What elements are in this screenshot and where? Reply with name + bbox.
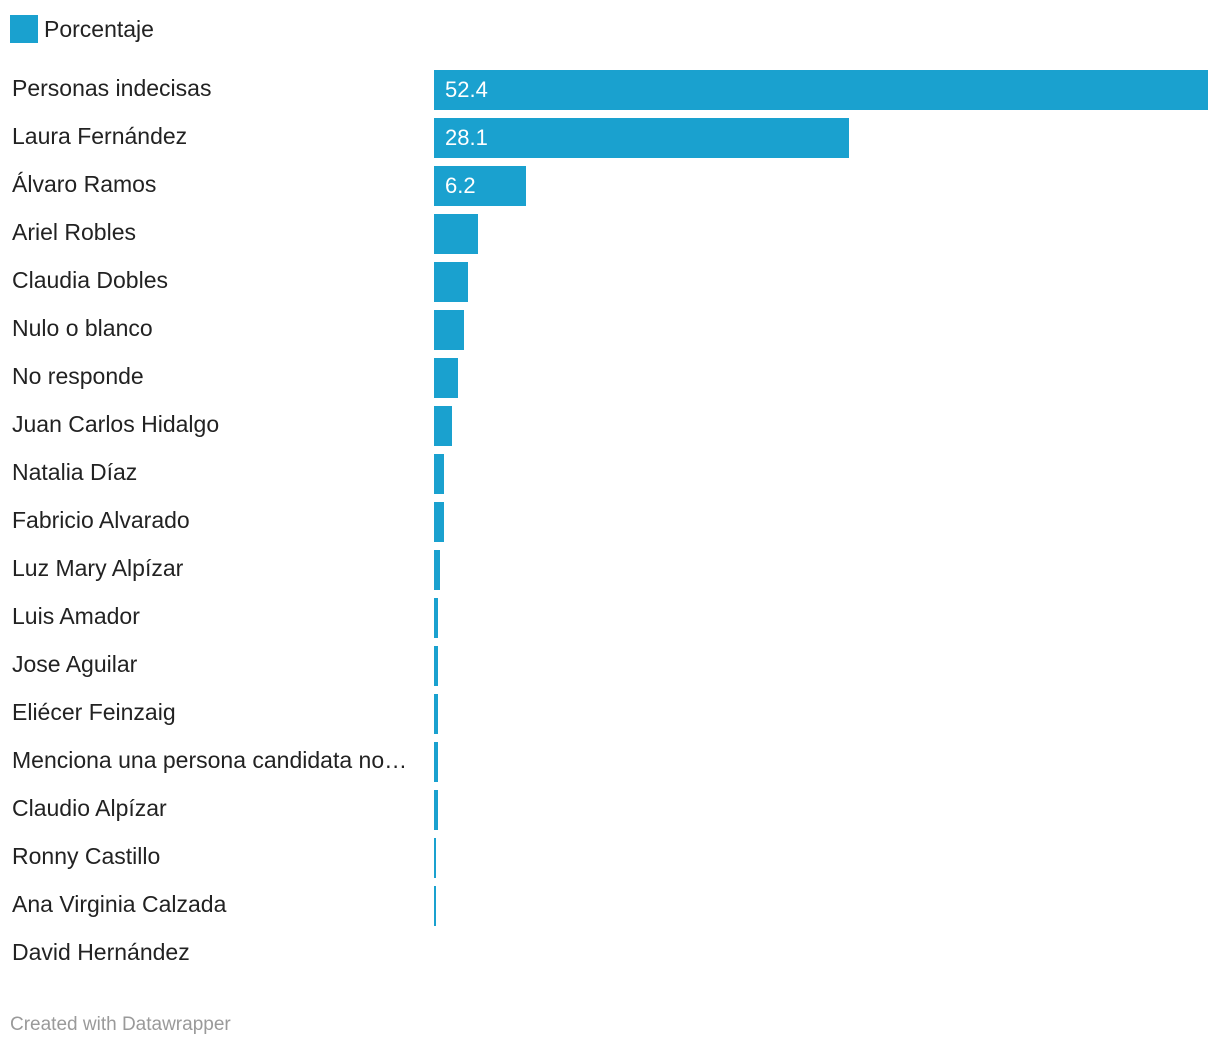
category-label: Eliécer Feinzaig <box>12 699 176 725</box>
bar-row: Ariel Robles <box>0 214 1220 254</box>
bar-row: David Hernández <box>0 934 1220 974</box>
category-label: Claudia Dobles <box>12 267 168 293</box>
legend-swatch <box>10 15 38 43</box>
bar <box>434 694 439 734</box>
bar-chart: Personas indecisas 52.4 Laura Fernández 28.… <box>0 70 1220 982</box>
bar <box>434 70 1208 110</box>
category-label: Jose Aguilar <box>12 651 138 677</box>
bar-row: Eliécer Feinzaig <box>0 694 1220 734</box>
bar-row: Personas indecisas 52.4 <box>0 70 1220 110</box>
bar-value-label: 52.4 <box>445 77 488 102</box>
bar-row: Álvaro Ramos 6.2 <box>0 166 1220 206</box>
bar <box>434 454 445 494</box>
bar <box>434 502 445 542</box>
bar <box>434 262 468 302</box>
category-label: Menciona una persona candidata no… <box>12 747 408 773</box>
category-label: Luis Amador <box>12 603 140 629</box>
bar <box>434 166 526 206</box>
category-label: Nulo o blanco <box>12 315 153 341</box>
bar <box>434 550 440 590</box>
bar <box>434 598 439 638</box>
bar <box>434 886 436 926</box>
category-label: Ariel Robles <box>12 219 136 245</box>
footer-credit: Created with Datawrapper <box>10 1014 231 1035</box>
legend: Porcentaje <box>10 14 154 44</box>
bar-row: Nulo o blanco <box>0 310 1220 350</box>
category-label: David Hernández <box>12 939 190 965</box>
bar-row: Claudia Dobles <box>0 262 1220 302</box>
category-label: No responde <box>12 363 144 389</box>
bar <box>434 358 458 398</box>
bar-row: Natalia Díaz <box>0 454 1220 494</box>
bar-value-label: 28.1 <box>445 125 488 150</box>
bar <box>434 118 850 158</box>
category-label: Fabricio Alvarado <box>12 507 190 533</box>
bar <box>434 790 439 830</box>
bar-row: Luis Amador <box>0 598 1220 638</box>
bar-row: Ana Virginia Calzada <box>0 886 1220 926</box>
category-label: Juan Carlos Hidalgo <box>12 411 220 437</box>
bar-row: Jose Aguilar <box>0 646 1220 686</box>
category-label: Personas indecisas <box>12 75 212 101</box>
category-label: Laura Fernández <box>12 123 188 149</box>
category-label: Ana Virginia Calzada <box>12 891 227 917</box>
bar-row: Laura Fernández 28.1 <box>0 118 1220 158</box>
bar-row: Claudio Alpízar <box>0 790 1220 830</box>
legend-label: Porcentaje <box>44 16 154 42</box>
category-label: Claudio Alpízar <box>12 795 167 821</box>
bar-row: Luz Mary Alpízar <box>0 550 1220 590</box>
bar <box>434 214 479 254</box>
category-label: Natalia Díaz <box>12 459 138 485</box>
bar-row: No responde <box>0 358 1220 398</box>
bar-value-label: 6.2 <box>445 173 476 198</box>
bar-row: Fabricio Alvarado <box>0 502 1220 542</box>
category-label: Ronny Castillo <box>12 843 161 869</box>
category-label: Álvaro Ramos <box>12 171 157 197</box>
bar <box>434 742 439 782</box>
bar <box>434 646 439 686</box>
bar <box>434 838 436 878</box>
bar-row: Ronny Castillo <box>0 838 1220 878</box>
bar-row: Menciona una persona candidata no… <box>0 742 1220 782</box>
bar-row: Juan Carlos Hidalgo <box>0 406 1220 446</box>
bar <box>434 310 464 350</box>
category-label: Luz Mary Alpízar <box>12 555 184 581</box>
bar <box>434 406 452 446</box>
